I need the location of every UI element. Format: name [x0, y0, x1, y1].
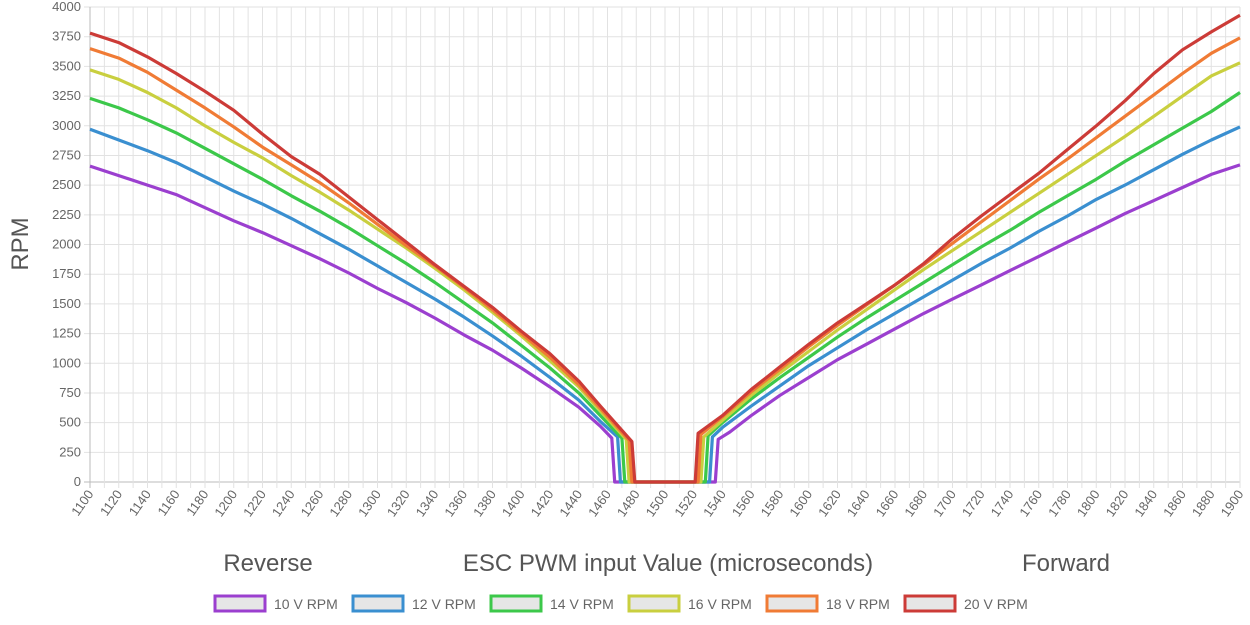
- legend-swatch: [903, 594, 957, 613]
- x-tick-label: 1420: [528, 487, 557, 519]
- x-tick-label: 1640: [844, 487, 873, 519]
- reverse-annotation: Reverse: [223, 550, 312, 577]
- x-tick-label: 1140: [126, 487, 154, 519]
- y-tick-label: 1500: [52, 296, 81, 311]
- y-tick-label: 3500: [52, 58, 81, 73]
- x-axis-title: ESC PWM input Value (microseconds): [463, 550, 873, 577]
- x-tick-label: 1560: [729, 487, 758, 519]
- x-tick-label: 1580: [758, 487, 787, 519]
- y-tick-label: 250: [59, 444, 81, 459]
- x-tick-label: 1680: [901, 487, 930, 519]
- y-tick-label: 500: [59, 415, 81, 430]
- legend-item[interactable]: 16 V RPM: [627, 594, 752, 613]
- x-tick-label: 1620: [815, 487, 844, 519]
- x-tick-label: 1500: [643, 487, 672, 519]
- legend-swatch: [489, 594, 543, 613]
- forward-annotation: Forward: [1022, 550, 1110, 577]
- x-tick-label: 1800: [1074, 487, 1103, 519]
- legend-item[interactable]: 10 V RPM: [213, 594, 338, 613]
- x-tick-label: 1820: [1103, 487, 1132, 519]
- x-tick-label: 1400: [499, 487, 528, 519]
- x-axis-ticks: 1100 1120 1140 1160 1180 1200 1220 1240 1260 1280…: [68, 487, 1246, 519]
- legend-label: 18 V RPM: [826, 596, 890, 612]
- legend: 10 V RPM 12 V RPM 14 V RPM 16 V RPM 18 V RPM…: [213, 594, 1028, 613]
- legend-swatch: [351, 594, 405, 613]
- x-tick-label: 1520: [671, 487, 700, 519]
- x-tick-label: 1220: [240, 487, 269, 519]
- y-tick-label: 4000: [52, 0, 81, 14]
- legend-item[interactable]: 20 V RPM: [903, 594, 1028, 613]
- y-tick-label: 2000: [52, 237, 81, 252]
- x-tick-label: 1300: [355, 487, 384, 519]
- y-tick-label: 2250: [52, 207, 81, 222]
- x-tick-label: 1120: [97, 487, 125, 519]
- y-tick-label: 2750: [52, 147, 81, 162]
- legend-label: 16 V RPM: [688, 596, 752, 612]
- x-tick-label: 1240: [269, 487, 298, 519]
- x-tick-label: 1480: [614, 487, 643, 519]
- series-line-20-v-rpm: [89, 13, 1241, 484]
- x-tick-label: 1880: [1189, 487, 1218, 519]
- y-axis-ticks: 0 250 500 750 1000 1250 1500 1750 2000 2250 2500 27…: [52, 0, 81, 489]
- x-tick-label: 1320: [384, 487, 413, 519]
- x-tick-label: 1160: [154, 487, 182, 519]
- x-tick-label: 1100: [68, 487, 96, 519]
- y-tick-label: 0: [74, 474, 81, 489]
- x-tick-label: 1900: [1218, 487, 1247, 519]
- legend-item[interactable]: 14 V RPM: [489, 594, 614, 613]
- legend-label: 12 V RPM: [412, 596, 476, 612]
- series-lines: [89, 13, 1241, 484]
- grid-lines: [84, 6, 1241, 488]
- y-tick-label: 1750: [52, 266, 81, 281]
- x-tick-label: 1180: [183, 487, 211, 519]
- x-tick-label: 1260: [298, 487, 327, 519]
- x-tick-label: 1700: [930, 487, 959, 519]
- legend-label: 10 V RPM: [274, 596, 338, 612]
- legend-label: 14 V RPM: [550, 596, 614, 612]
- legend-swatch: [213, 594, 267, 613]
- x-tick-label: 1360: [441, 487, 470, 519]
- legend-item[interactable]: 18 V RPM: [765, 594, 890, 613]
- y-tick-label: 3250: [52, 88, 81, 103]
- x-tick-label: 1200: [211, 487, 240, 519]
- legend-item[interactable]: 12 V RPM: [351, 594, 476, 613]
- x-tick-label: 1760: [1016, 487, 1045, 519]
- y-tick-label: 3000: [52, 118, 81, 133]
- x-tick-label: 1540: [700, 487, 729, 519]
- x-tick-label: 1660: [873, 487, 902, 519]
- x-tick-label: 1860: [1160, 487, 1189, 519]
- x-tick-label: 1380: [470, 487, 499, 519]
- x-tick-label: 1340: [413, 487, 442, 519]
- legend-swatch: [765, 594, 819, 613]
- y-tick-label: 2500: [52, 177, 81, 192]
- y-axis-title: RPM: [7, 217, 34, 270]
- x-tick-label: 1840: [1131, 487, 1160, 519]
- x-tick-label: 1460: [585, 487, 614, 519]
- x-tick-label: 1740: [988, 487, 1017, 519]
- y-tick-label: 1250: [52, 326, 81, 341]
- legend-swatch: [627, 594, 681, 613]
- y-tick-label: 3750: [52, 29, 81, 44]
- x-tick-label: 1280: [326, 487, 355, 519]
- x-tick-label: 1440: [556, 487, 585, 519]
- x-tick-label: 1600: [786, 487, 815, 519]
- legend-label: 20 V RPM: [964, 596, 1028, 612]
- y-tick-label: 750: [59, 385, 81, 400]
- y-tick-label: 1000: [52, 355, 81, 370]
- x-tick-label: 1720: [959, 487, 988, 519]
- x-tick-label: 1780: [1045, 487, 1074, 519]
